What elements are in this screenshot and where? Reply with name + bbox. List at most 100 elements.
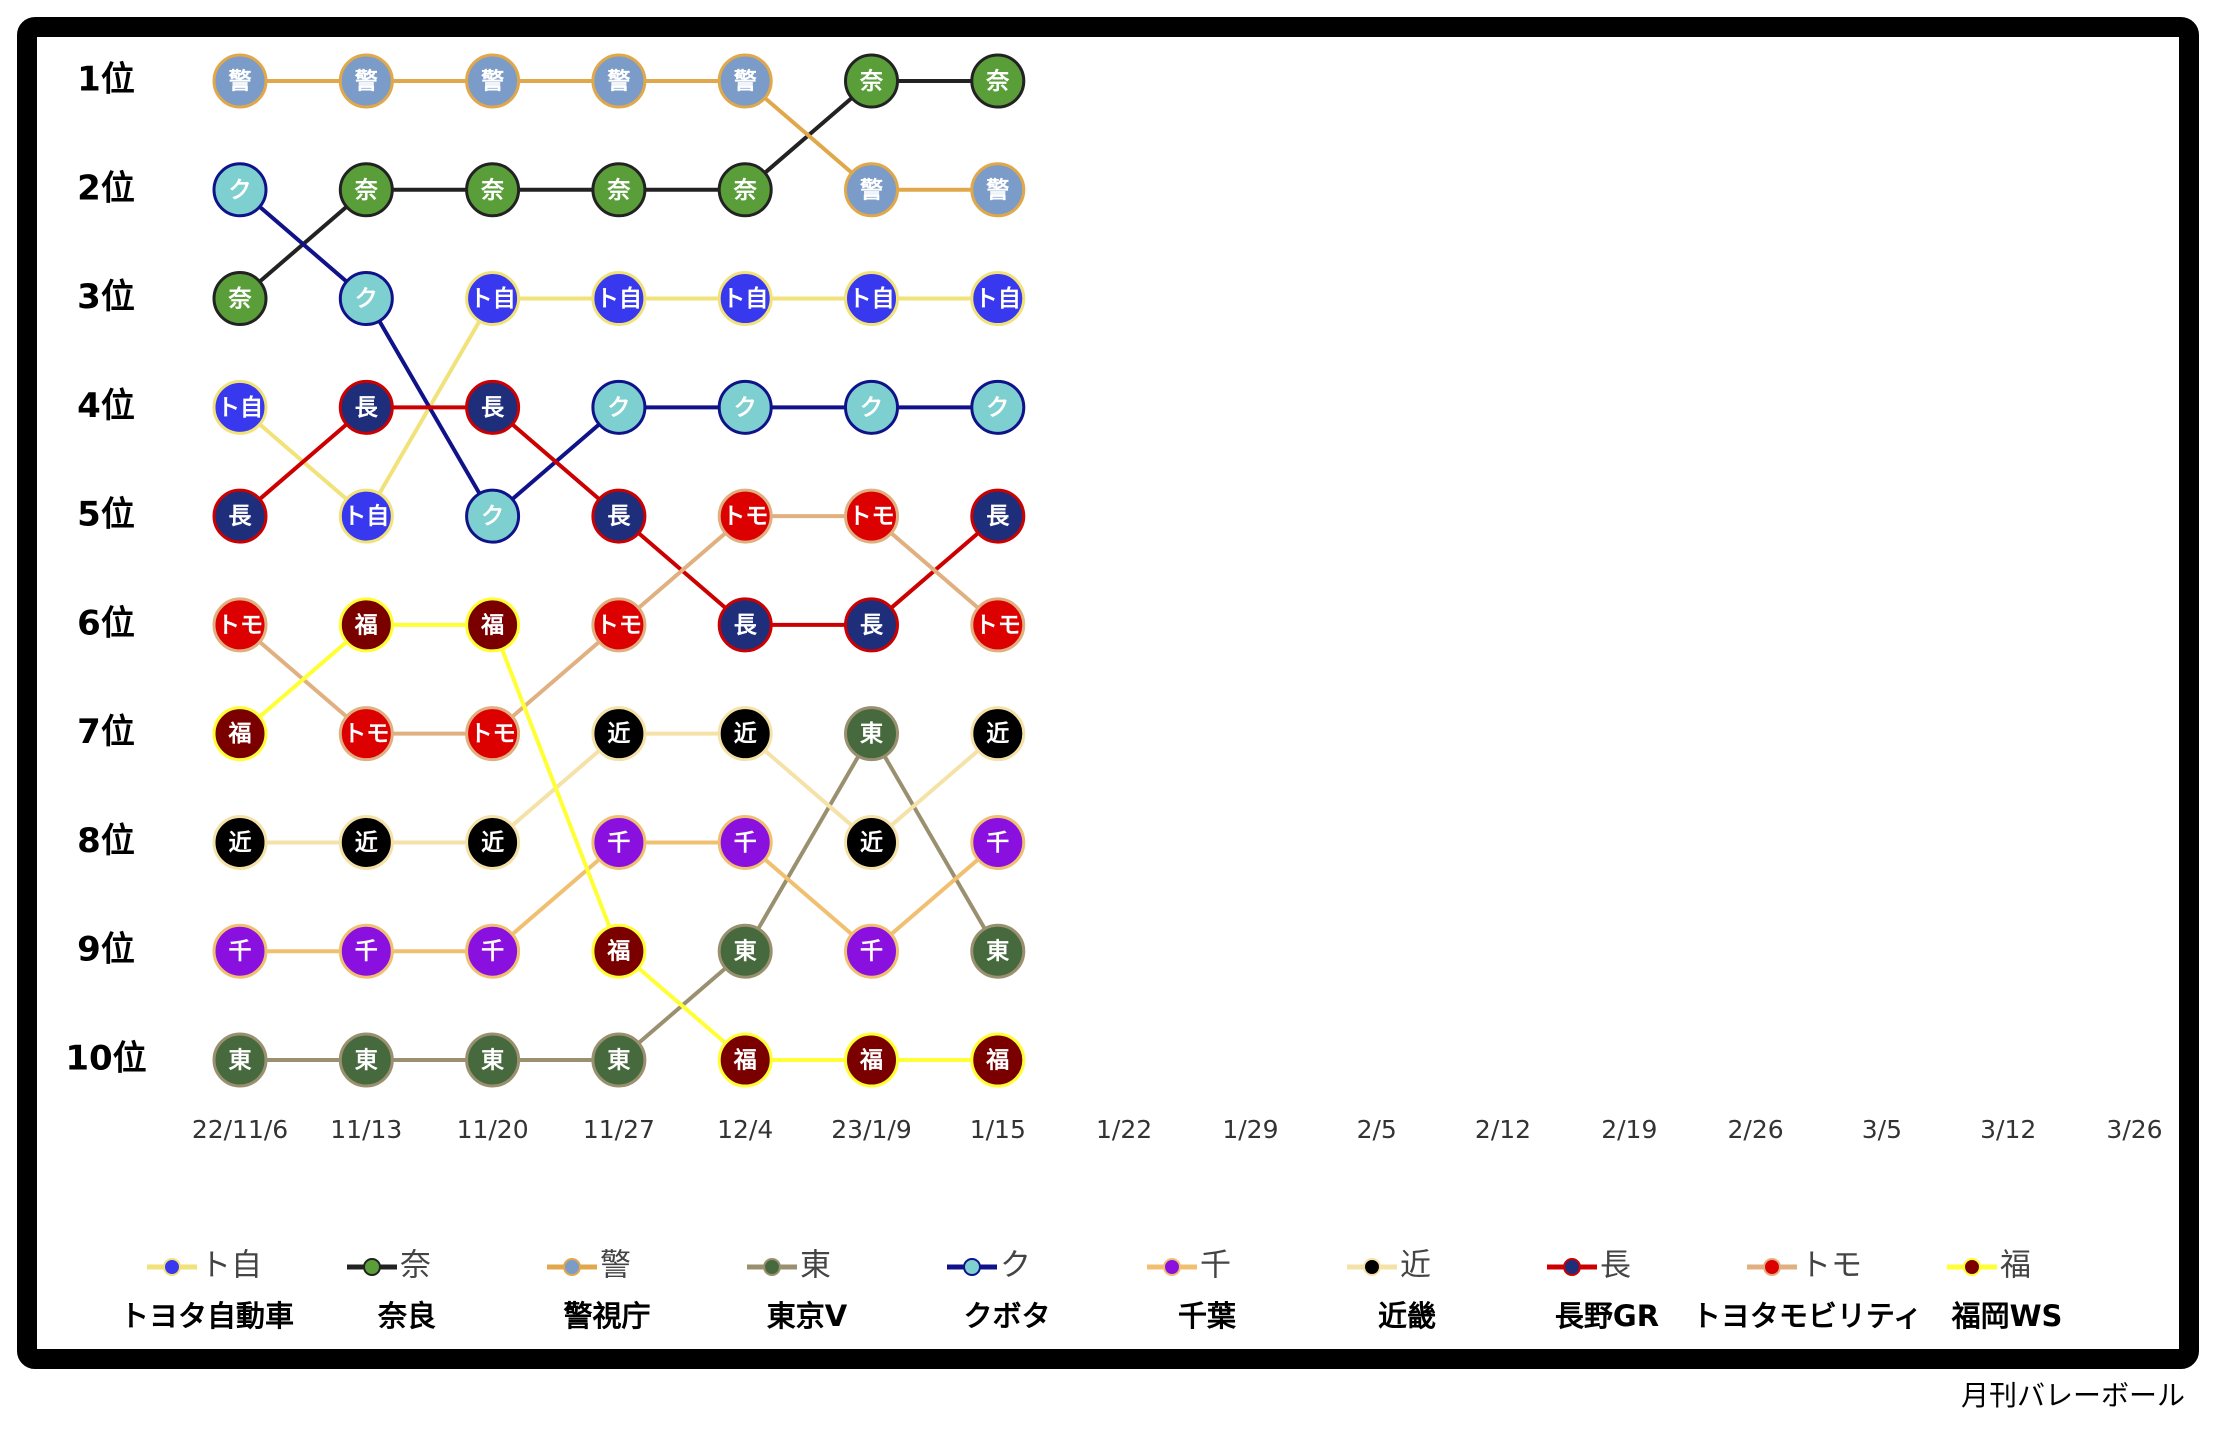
legend-marker — [363, 1258, 381, 1276]
marker-label: 警 — [229, 69, 252, 95]
x-tick-label: 2/12 — [1475, 1115, 1531, 1144]
marker — [844, 814, 899, 870]
marker-label: 近 — [607, 721, 630, 747]
marker-label: 東 — [860, 721, 883, 747]
marker — [717, 597, 773, 653]
marker — [212, 923, 268, 979]
marker-label: 奈 — [859, 68, 884, 95]
marker — [212, 488, 268, 544]
marker — [844, 162, 899, 218]
marker — [717, 706, 773, 762]
legend-short: 福 — [2000, 1248, 2031, 1284]
marker-label: トモ — [596, 612, 642, 638]
legend-short: ト自 — [200, 1248, 262, 1284]
marker-label: ト自 — [596, 285, 642, 312]
marker-label: 東 — [734, 939, 757, 965]
marker — [717, 271, 773, 327]
marker — [591, 53, 647, 109]
marker — [970, 379, 1026, 435]
legend-short: トモ — [1800, 1248, 1862, 1284]
marker-label: トモ — [849, 504, 895, 530]
marker — [970, 706, 1026, 762]
marker — [212, 53, 268, 109]
y-tick-label: 4位 — [77, 386, 135, 426]
marker-label: 千 — [481, 939, 504, 965]
marker-label: 近 — [355, 830, 378, 856]
marker-label: 近 — [986, 721, 1009, 747]
x-tick-label: 3/12 — [1980, 1115, 2036, 1144]
marker — [717, 814, 773, 870]
marker-label: 福 — [985, 1048, 1009, 1074]
marker-label: 奈 — [480, 176, 505, 203]
marker-label: 千 — [607, 830, 630, 856]
marker-label: トモ — [722, 504, 768, 530]
marker — [717, 162, 773, 218]
marker-label: 福 — [228, 721, 252, 747]
marker-label: 警 — [860, 177, 883, 203]
legend-marker — [963, 1258, 981, 1276]
marker-label: 長 — [734, 612, 758, 638]
legend-name: クボタ — [963, 1299, 1050, 1333]
marker-label: 奈 — [606, 176, 631, 203]
marker-label: 警 — [986, 177, 1009, 203]
marker-label: ト自 — [470, 285, 516, 312]
y-tick-label: 1位 — [77, 60, 135, 100]
legend-name: トヨタ自動車 — [120, 1299, 294, 1333]
marker-label: ク — [986, 395, 1009, 421]
legend-name: 東京V — [767, 1299, 848, 1333]
marker — [212, 1032, 268, 1088]
x-tick-label: 11/27 — [583, 1115, 655, 1144]
marker-label: ク — [229, 177, 252, 203]
y-tick-label: 2位 — [77, 168, 135, 208]
marker — [338, 271, 394, 327]
marker — [844, 597, 899, 653]
marker — [338, 923, 394, 979]
marker — [591, 271, 647, 327]
legend-short: 千 — [1200, 1248, 1231, 1284]
marker — [844, 923, 899, 979]
source: 月刊バレーボール — [1961, 1379, 2185, 1412]
marker-label: 東 — [229, 1048, 252, 1074]
y-tick-label: 8位 — [77, 821, 135, 861]
marker — [338, 1032, 394, 1088]
marker-label: ク — [734, 395, 757, 421]
marker-label: 福 — [733, 1048, 757, 1074]
marker — [717, 923, 773, 979]
marker-label: 福 — [859, 1048, 883, 1074]
legend-short: 東 — [800, 1248, 831, 1284]
marker — [591, 488, 647, 544]
marker-label: ト自 — [217, 394, 263, 421]
marker-label: 千 — [734, 830, 757, 856]
marker — [465, 597, 521, 653]
marker-label: 東 — [607, 1048, 630, 1074]
legend-name: 奈良 — [377, 1299, 436, 1333]
marker — [970, 1032, 1026, 1088]
marker — [465, 923, 521, 979]
marker-label: 警 — [734, 69, 757, 95]
marker — [212, 706, 268, 762]
legend-marker — [563, 1258, 581, 1276]
x-tick-label: 1/15 — [970, 1115, 1026, 1144]
y-tick-label: 5位 — [77, 495, 135, 535]
marker-label: 東 — [355, 1048, 378, 1074]
y-tick-label: 3位 — [77, 277, 135, 317]
marker-label: 長 — [860, 612, 884, 638]
marker-label: ク — [607, 395, 630, 421]
marker — [717, 488, 773, 544]
marker — [212, 597, 268, 653]
legend-marker — [763, 1258, 781, 1276]
marker-label: 東 — [986, 939, 1009, 965]
marker — [717, 379, 773, 435]
frame — [17, 17, 2199, 1369]
legend-name: 近畿 — [1378, 1299, 1436, 1333]
x-tick-label: 12/4 — [717, 1115, 773, 1144]
legend-marker — [1563, 1258, 1581, 1276]
marker-label: 警 — [355, 69, 378, 95]
x-tick-label: 11/20 — [457, 1115, 529, 1144]
y-tick-label: 6位 — [77, 603, 135, 643]
marker-label: 長 — [607, 504, 631, 530]
marker-label: トモ — [343, 721, 389, 747]
marker — [591, 1032, 647, 1088]
marker-label: ト自 — [975, 285, 1021, 312]
